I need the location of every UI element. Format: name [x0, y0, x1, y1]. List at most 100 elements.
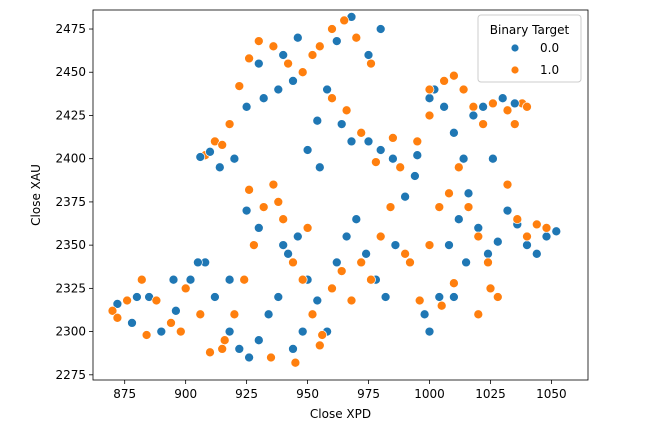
data-point-series-0	[458, 153, 469, 164]
x-tick-label: 1025	[475, 387, 506, 401]
data-point-series-0	[497, 93, 508, 104]
data-point-series-0	[388, 153, 398, 164]
data-point-series-1	[436, 300, 447, 311]
data-point-series-1	[297, 274, 308, 285]
data-point-series-1	[483, 257, 493, 268]
data-point-series-0	[234, 344, 245, 354]
data-point-series-1	[531, 219, 542, 230]
legend-label-0: 0.0	[540, 41, 559, 55]
data-point-series-1	[307, 309, 318, 320]
data-point-series-1	[492, 292, 503, 302]
data-point-series-0	[331, 36, 342, 46]
y-tick-label: 2400	[55, 152, 86, 166]
data-point-series-0	[375, 145, 386, 155]
y-axis-ticks: 2275 2300 2325 2350 2375 2400 2425 2450 2475	[55, 22, 93, 382]
data-point-series-0	[302, 145, 313, 155]
plot-frame	[92, 9, 589, 381]
data-point-series-0	[341, 231, 352, 242]
data-point-series-0	[273, 84, 284, 95]
data-point-series-1	[463, 202, 474, 212]
data-point-series-0	[278, 50, 289, 60]
data-point-series-0	[258, 93, 269, 104]
data-point-series-1	[449, 278, 459, 289]
y-tick-label: 2325	[55, 281, 86, 295]
data-point-series-0	[283, 248, 293, 259]
data-point-series-0	[390, 240, 401, 250]
data-point-series-1	[224, 119, 235, 129]
data-point-series-0	[473, 223, 484, 233]
data-point-series-0	[193, 257, 203, 268]
data-point-series-1	[395, 162, 406, 173]
data-point-series-0	[502, 205, 513, 216]
data-point-series-1	[468, 101, 479, 112]
data-point-series-1	[244, 184, 254, 195]
data-point-series-1	[485, 283, 496, 294]
data-point-series-1	[488, 98, 498, 109]
data-point-series-1	[283, 58, 293, 69]
data-point-series-1	[112, 312, 123, 323]
data-point-series-1	[141, 330, 152, 340]
data-point-series-1	[473, 309, 484, 320]
data-point-series-1	[258, 202, 269, 212]
data-point-series-1	[478, 119, 488, 129]
data-point-series-1	[290, 357, 301, 368]
data-point-series-0	[278, 240, 289, 250]
data-point-series-0	[205, 146, 215, 157]
data-point-series-1	[414, 295, 425, 306]
data-point-series-1	[302, 223, 313, 233]
data-point-series-0	[241, 205, 252, 216]
data-point-series-0	[400, 191, 410, 202]
data-point-series-0	[424, 326, 435, 337]
data-point-series-0	[210, 292, 220, 302]
data-point-series-0	[483, 248, 493, 259]
data-point-series-1	[107, 305, 118, 316]
data-point-series-0	[156, 326, 167, 337]
data-point-series-1	[509, 119, 520, 129]
data-point-series-0	[322, 84, 332, 95]
data-point-series-1	[314, 41, 325, 52]
data-point-series-0	[292, 32, 303, 43]
x-tick-label: 950	[296, 387, 319, 401]
data-point-series-0	[488, 153, 498, 164]
data-point-series-1	[341, 105, 352, 116]
data-point-series-0	[288, 76, 298, 86]
data-point-series-1	[273, 197, 284, 207]
data-point-series-0	[127, 318, 137, 328]
data-point-series-1	[205, 347, 215, 358]
data-point-series-0	[531, 248, 542, 259]
data-point-series-1	[278, 214, 289, 225]
y-tick-label: 2475	[55, 22, 86, 36]
x-tick-label: 875	[113, 387, 136, 401]
data-point-series-0	[185, 274, 196, 285]
data-point-series-1	[405, 257, 415, 268]
data-point-series-0	[224, 326, 235, 337]
data-point-series-1	[522, 101, 532, 112]
data-point-series-0	[132, 292, 142, 302]
data-point-series-1	[317, 330, 328, 340]
data-point-series-0	[492, 236, 503, 247]
data-point-series-1	[366, 274, 376, 285]
data-point-series-1	[366, 58, 376, 69]
data-point-series-0	[412, 150, 423, 161]
data-point-series-0	[297, 326, 308, 337]
data-point-series-1	[327, 283, 337, 294]
data-point-series-1	[151, 295, 162, 306]
data-point-series-1	[439, 76, 449, 86]
data-point-series-0	[195, 152, 206, 162]
data-point-series-1	[219, 335, 230, 346]
data-point-series-1	[122, 295, 132, 306]
data-point-series-1	[339, 15, 350, 26]
y-tick-label: 2300	[55, 325, 86, 339]
x-axis-label: Close XPD	[310, 407, 371, 421]
data-point-series-1	[385, 202, 396, 212]
data-point-series-1	[307, 50, 318, 60]
data-point-series-0	[224, 274, 235, 285]
data-point-series-0	[244, 352, 254, 363]
data-point-series-0	[424, 93, 435, 104]
data-point-series-1	[346, 295, 357, 306]
data-point-series-1	[239, 274, 250, 285]
data-point-series-1	[234, 81, 245, 91]
data-point-series-1	[327, 93, 337, 104]
data-point-series-1	[268, 179, 279, 190]
data-point-series-0	[288, 344, 298, 354]
